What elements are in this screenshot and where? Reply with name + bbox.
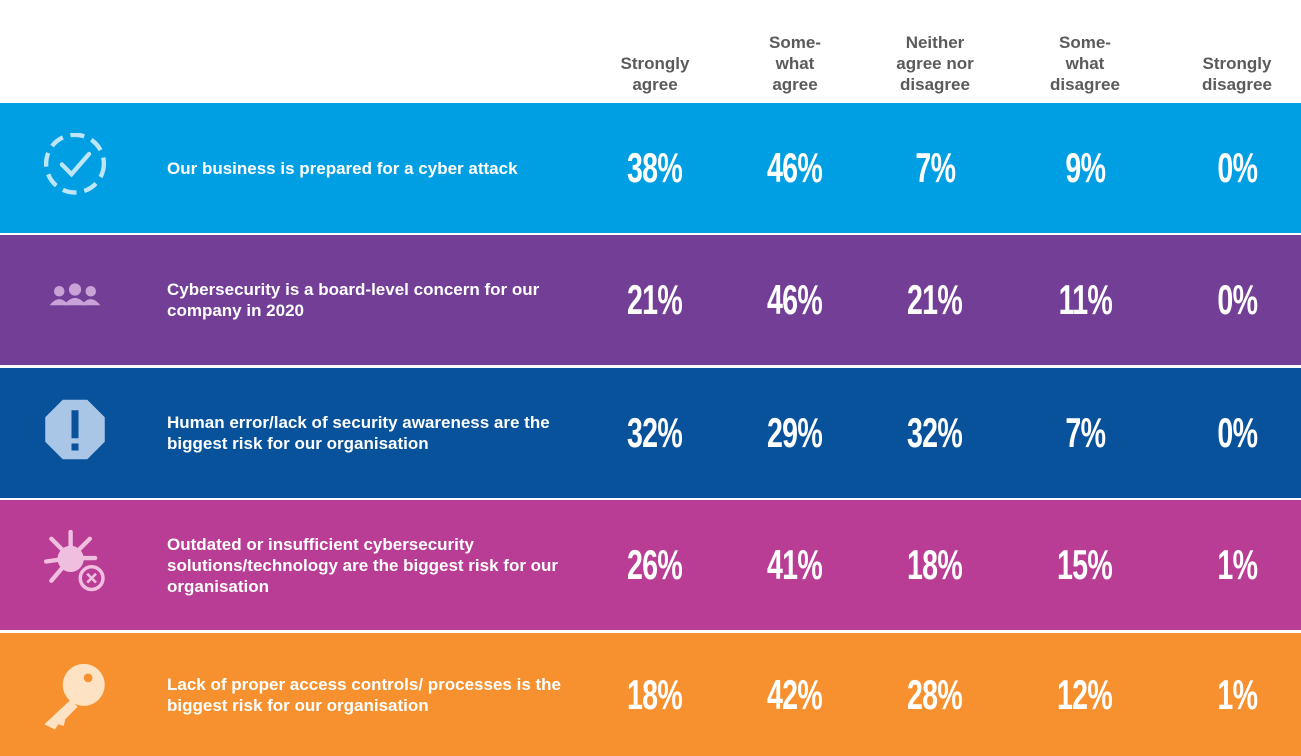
- table-row: Human error/lack of security awareness a…: [0, 368, 1301, 498]
- row-icon: [43, 530, 105, 592]
- row-icon: [43, 133, 107, 195]
- value-cell: 46%: [725, 103, 865, 233]
- column-header: Strongly disagree: [1202, 54, 1272, 94]
- value-cell: 18%: [865, 500, 1005, 630]
- value-cell: 26%: [585, 500, 725, 630]
- value: 32%: [627, 409, 683, 456]
- column-header: Neither agree nor disagree: [896, 33, 974, 94]
- value: 1%: [1217, 541, 1258, 588]
- header: Strongly agree Some- what agree Neither …: [0, 0, 1301, 95]
- value: 41%: [767, 541, 823, 588]
- table-row: Lack of proper access controls/ processe…: [0, 633, 1301, 756]
- statement: Our business is prepared for a cyber att…: [167, 158, 518, 178]
- row-icon: [45, 399, 105, 460]
- value-cell: 21%: [865, 235, 1005, 365]
- value: 21%: [627, 276, 683, 323]
- value-cell: 7%: [865, 103, 1005, 233]
- value-cell: 0%: [1167, 235, 1301, 365]
- value: 0%: [1217, 409, 1258, 456]
- value-cell: 18%: [585, 633, 725, 756]
- value: 12%: [1057, 670, 1113, 718]
- value-cell: 32%: [585, 368, 725, 498]
- value: 9%: [1065, 144, 1106, 191]
- table-row: Cybersecurity is a board-level concern f…: [0, 235, 1301, 365]
- statement: Outdated or insufficient cybersecurity s…: [167, 534, 559, 596]
- value-cell: 21%: [585, 235, 725, 365]
- value-cell: 42%: [725, 633, 865, 756]
- value: 21%: [907, 276, 963, 323]
- column-header: Some- what agree: [769, 33, 821, 94]
- value-cell: 9%: [1015, 103, 1155, 233]
- value-cell: 0%: [1167, 368, 1301, 498]
- value: 1%: [1217, 670, 1258, 718]
- row-icon: [49, 283, 101, 306]
- value-cell: 1%: [1167, 500, 1301, 630]
- value-cell: 38%: [585, 103, 725, 233]
- value: 18%: [907, 541, 963, 588]
- table-row: Our business is prepared for a cyber att…: [0, 103, 1301, 233]
- value: 7%: [915, 144, 956, 191]
- value: 46%: [767, 144, 823, 191]
- value: 0%: [1217, 144, 1258, 191]
- value-cell: 11%: [1015, 235, 1155, 365]
- value-cell: 41%: [725, 500, 865, 630]
- column-header: Strongly agree: [620, 54, 690, 94]
- value-cell: 46%: [725, 235, 865, 365]
- column-header: Some- what disagree: [1050, 33, 1120, 94]
- value-cell: 7%: [1015, 368, 1155, 498]
- value-cell: 29%: [725, 368, 865, 498]
- value-cell: 15%: [1015, 500, 1155, 630]
- value-cell: 32%: [865, 368, 1005, 498]
- row-icon: [44, 663, 105, 730]
- value: 38%: [627, 144, 683, 191]
- value: 26%: [627, 541, 683, 588]
- table-row: Outdated or insufficient cybersecurity s…: [0, 500, 1301, 630]
- value-cell: 28%: [865, 633, 1005, 756]
- value: 29%: [767, 409, 823, 456]
- value-cell: 0%: [1167, 103, 1301, 233]
- value: 32%: [907, 409, 963, 456]
- statement: Lack of proper access controls/ processe…: [167, 674, 561, 715]
- value: 7%: [1065, 409, 1106, 456]
- value-cell: 1%: [1167, 633, 1301, 756]
- value: 0%: [1217, 276, 1258, 323]
- statement: Cybersecurity is a board-level concern f…: [167, 280, 540, 320]
- value: 42%: [767, 670, 823, 718]
- value-cell: 12%: [1015, 633, 1155, 756]
- value: 18%: [627, 670, 683, 718]
- value: 28%: [907, 670, 963, 718]
- value: 11%: [1058, 276, 1112, 323]
- value: 15%: [1057, 541, 1113, 588]
- statement: Human error/lack of security awareness a…: [167, 413, 550, 453]
- value: 46%: [767, 276, 823, 323]
